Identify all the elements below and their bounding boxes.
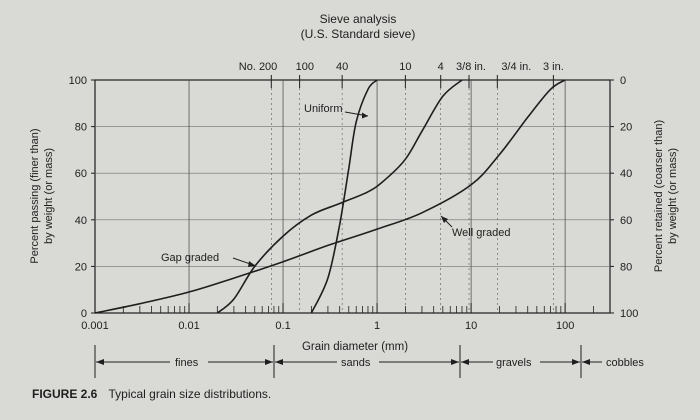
gravels-arrowhead-left: [461, 359, 469, 365]
uniform-curve: [310, 79, 378, 314]
sieve-scale: No. 200 100 40 10 4 3/8 in. 3/4 in. 3 in.: [239, 61, 564, 313]
uniform-pointer-head: [362, 112, 368, 119]
gap-graded-curve: [216, 79, 463, 314]
fines-arrowhead-left: [96, 359, 104, 365]
cobbles-arrowhead: [582, 359, 590, 365]
well-graded-curve: [94, 79, 566, 314]
gravels-arrowhead-right: [572, 359, 580, 365]
grid: [95, 80, 610, 313]
sieve-label: No. 200: [239, 61, 278, 73]
well-graded-annotation: Well graded: [452, 227, 511, 239]
x-tick-label: 0.1: [275, 320, 290, 332]
y-right-tick-label: 20: [620, 122, 632, 134]
gap-graded-pointer-head: [248, 261, 256, 267]
y-right-tick-label: 40: [620, 168, 632, 180]
sieve-label: 4: [438, 61, 444, 73]
y-axis-right-label-line1: Percent retained (coarser than): [653, 120, 665, 272]
fines-label: fines: [175, 357, 199, 369]
y-left-tick-label: 100: [69, 75, 87, 87]
x-tick-label: 1: [374, 320, 380, 332]
y-left-tick-label: 40: [75, 215, 87, 227]
sieve-label: 3/4 in.: [501, 61, 531, 73]
cobbles-label: cobbles: [606, 357, 644, 369]
y-axis-left-label-line1: Percent passing (finer than): [29, 128, 41, 263]
sieve-label: 3 in.: [543, 61, 564, 73]
y-right-tick-label: 0: [620, 75, 626, 87]
chart-subtitle: (U.S. Standard sieve): [301, 27, 416, 41]
figure-caption-label: FIGURE 2.6: [32, 387, 98, 401]
x-tick-label: 0.001: [81, 320, 109, 332]
y-left-tick-label: 0: [81, 308, 87, 320]
gap-graded-annotation: Gap graded: [161, 252, 219, 264]
sands-label: sands: [341, 357, 371, 369]
series-curves: [94, 79, 566, 314]
sieve-label: 3/8 in.: [456, 61, 486, 73]
y-right-tick-label: 80: [620, 261, 632, 273]
chart-title: Sieve analysis: [320, 12, 397, 26]
y-axis-left-label-line2: by weight (or mass): [43, 148, 55, 244]
uniform-annotation: Uniform: [304, 103, 343, 115]
x-tick-label: 100: [556, 320, 574, 332]
x-tick-label: 10: [465, 320, 477, 332]
x-axis-label: Grain diameter (mm): [302, 341, 408, 353]
well-graded-pointer-head: [441, 216, 448, 223]
y-left-tick-label: 20: [75, 261, 87, 273]
axis-ticks: 0.001 0.01 0.1 1 10 100 0 20 40 60 80 100 100 80 60 40 2…: [69, 75, 639, 332]
x-tick-label: 0.01: [178, 320, 199, 332]
y-axis-right-label-line2: by weight (or mass): [667, 148, 679, 244]
y-right-tick-label: 100: [620, 308, 638, 320]
fines-arrowhead-right: [265, 359, 273, 365]
y-right-tick-label: 60: [620, 215, 632, 227]
gravels-label: gravels: [496, 357, 532, 369]
sieve-label: 40: [336, 61, 348, 73]
sands-arrowhead-right: [451, 359, 459, 365]
sands-arrowhead-left: [275, 359, 283, 365]
figure-caption-text: Typical grain size distributions.: [108, 387, 271, 401]
y-left-tick-label: 60: [75, 168, 87, 180]
plot-frame: [94, 79, 611, 314]
figure-caption: FIGURE 2.6 Typical grain size distributi…: [32, 387, 271, 401]
soil-classification-band: fines sands gravels cobbles: [94, 345, 644, 378]
sieve-label: 100: [296, 61, 314, 73]
y-left-tick-label: 80: [75, 122, 87, 134]
sieve-label: 10: [399, 61, 411, 73]
